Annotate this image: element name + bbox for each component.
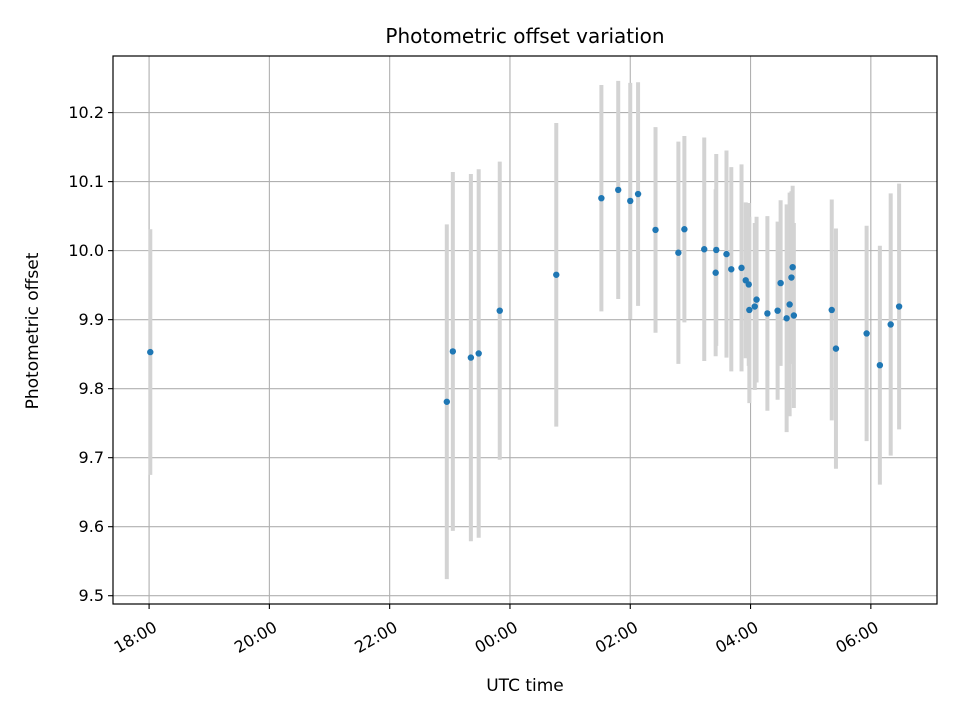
data-point [788, 274, 795, 281]
y-axis-title: Photometric offset [23, 252, 43, 409]
data-point [764, 310, 771, 317]
data-point [828, 306, 835, 314]
data-point [790, 312, 798, 319]
data-point [789, 263, 796, 271]
data-point [863, 330, 870, 337]
y-axis: 9.5 9.6 9.7 9.8 9.9 10.0 10.1 10.2 [68, 103, 113, 605]
data-point [675, 249, 682, 256]
data-point [713, 246, 720, 254]
data-point [701, 246, 708, 253]
data-point [634, 190, 642, 198]
x-axis-title: UTC time [486, 676, 564, 696]
y-tick-label: 9.6 [79, 517, 104, 536]
data-point [147, 348, 154, 356]
data-point [728, 266, 735, 273]
data-point [712, 269, 719, 276]
y-tick-label: 9.9 [79, 310, 104, 329]
data-point [786, 301, 793, 308]
data-point [627, 197, 634, 205]
data-point [475, 350, 482, 357]
data-point [443, 398, 451, 405]
data-point [895, 303, 903, 310]
data-point [777, 279, 784, 287]
data-point [738, 264, 745, 272]
data-point [753, 296, 760, 303]
data-point [876, 361, 884, 369]
data-point [449, 348, 457, 355]
plot-frame [112, 55, 938, 605]
data-point [783, 315, 790, 322]
data-point [496, 307, 503, 314]
data-point [746, 306, 753, 314]
y-tick-label: 9.8 [79, 379, 104, 398]
data-point [681, 226, 688, 233]
data-point [774, 307, 781, 314]
chart-title: Photometric offset variation [385, 24, 664, 48]
data-point [723, 250, 730, 258]
data-point [832, 345, 840, 352]
data-point [887, 321, 894, 328]
data-point [553, 271, 560, 278]
y-tick-label: 10.0 [68, 241, 104, 260]
grid [113, 56, 937, 604]
data-point [598, 194, 605, 202]
y-tick-label: 9.7 [79, 448, 104, 467]
y-tick-label: 10.1 [68, 172, 104, 191]
y-tick-label: 9.5 [79, 586, 104, 605]
data-point [615, 186, 622, 194]
data-point [652, 226, 659, 234]
data-point [467, 354, 475, 361]
y-tick-label: 10.2 [68, 103, 104, 122]
data-points [147, 186, 903, 405]
data-point [745, 281, 752, 288]
data-point [751, 303, 758, 310]
